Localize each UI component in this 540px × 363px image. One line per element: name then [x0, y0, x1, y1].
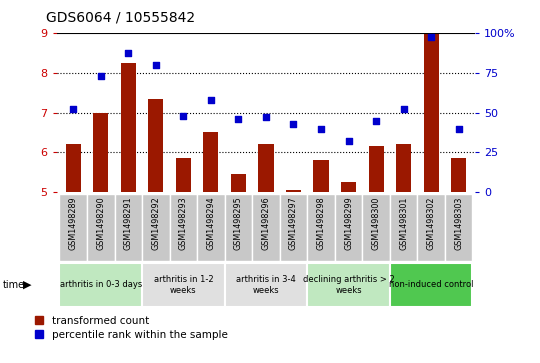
Text: ▶: ▶ [23, 280, 32, 290]
Bar [307, 194, 335, 261]
Bar [417, 194, 445, 261]
Bar [197, 194, 225, 261]
Bar [66, 144, 81, 192]
Bar [362, 194, 390, 261]
Bar [396, 144, 411, 192]
Bar [451, 159, 466, 192]
Bar [170, 194, 197, 261]
Bar [258, 144, 274, 192]
Point [289, 121, 298, 127]
Bar [445, 194, 472, 261]
Text: GSM1498292: GSM1498292 [151, 196, 160, 250]
Bar [59, 194, 87, 261]
Point [316, 126, 325, 131]
Point [124, 50, 133, 56]
Bar [341, 183, 356, 192]
Point [261, 114, 270, 120]
Point [372, 118, 380, 123]
Bar [335, 194, 362, 261]
Text: GSM1498298: GSM1498298 [316, 196, 326, 250]
Bar [423, 33, 438, 192]
Bar [142, 263, 225, 307]
Bar [368, 147, 383, 192]
Bar [87, 194, 114, 261]
Text: GSM1498303: GSM1498303 [454, 196, 463, 250]
Point [454, 126, 463, 131]
Text: GSM1498295: GSM1498295 [234, 196, 243, 250]
Bar [225, 194, 252, 261]
Bar [148, 99, 164, 192]
Bar [307, 263, 390, 307]
Bar [176, 159, 191, 192]
Text: GSM1498289: GSM1498289 [69, 196, 78, 250]
Point [207, 97, 215, 103]
Bar [280, 194, 307, 261]
Point [179, 113, 188, 119]
Text: GSM1498294: GSM1498294 [206, 196, 215, 250]
Bar [204, 132, 219, 192]
Point [234, 116, 243, 122]
Text: GSM1498299: GSM1498299 [344, 196, 353, 250]
Point [344, 138, 353, 144]
Bar [252, 194, 280, 261]
Text: arthritis in 3-4
weeks: arthritis in 3-4 weeks [236, 275, 296, 295]
Point [427, 34, 435, 40]
Text: declining arthritis > 2
weeks: declining arthritis > 2 weeks [303, 275, 394, 295]
Bar [313, 160, 328, 192]
Text: arthritis in 0-3 days: arthritis in 0-3 days [59, 281, 142, 289]
Point [69, 106, 78, 112]
Bar [286, 190, 301, 192]
Point [97, 73, 105, 79]
Bar [93, 113, 109, 192]
Bar [59, 263, 142, 307]
Legend: transformed count, percentile rank within the sample: transformed count, percentile rank withi… [35, 315, 227, 340]
Text: time: time [3, 280, 25, 290]
Text: arthritis in 1-2
weeks: arthritis in 1-2 weeks [153, 275, 213, 295]
Point [399, 106, 408, 112]
Bar [114, 194, 142, 261]
Bar [121, 62, 136, 192]
Text: GSM1498301: GSM1498301 [399, 196, 408, 250]
Text: GSM1498291: GSM1498291 [124, 196, 133, 250]
Bar [225, 263, 307, 307]
Text: GSM1498293: GSM1498293 [179, 196, 188, 250]
Bar [231, 175, 246, 192]
Bar [390, 194, 417, 261]
Text: GSM1498300: GSM1498300 [372, 196, 381, 250]
Text: GSM1498296: GSM1498296 [261, 196, 271, 250]
Text: GSM1498297: GSM1498297 [289, 196, 298, 250]
Point [152, 62, 160, 68]
Text: GDS6064 / 10555842: GDS6064 / 10555842 [46, 11, 195, 25]
Text: GSM1498302: GSM1498302 [427, 196, 436, 250]
Bar [142, 194, 170, 261]
Text: GSM1498290: GSM1498290 [96, 196, 105, 250]
Bar [390, 263, 472, 307]
Text: non-induced control: non-induced control [389, 281, 474, 289]
